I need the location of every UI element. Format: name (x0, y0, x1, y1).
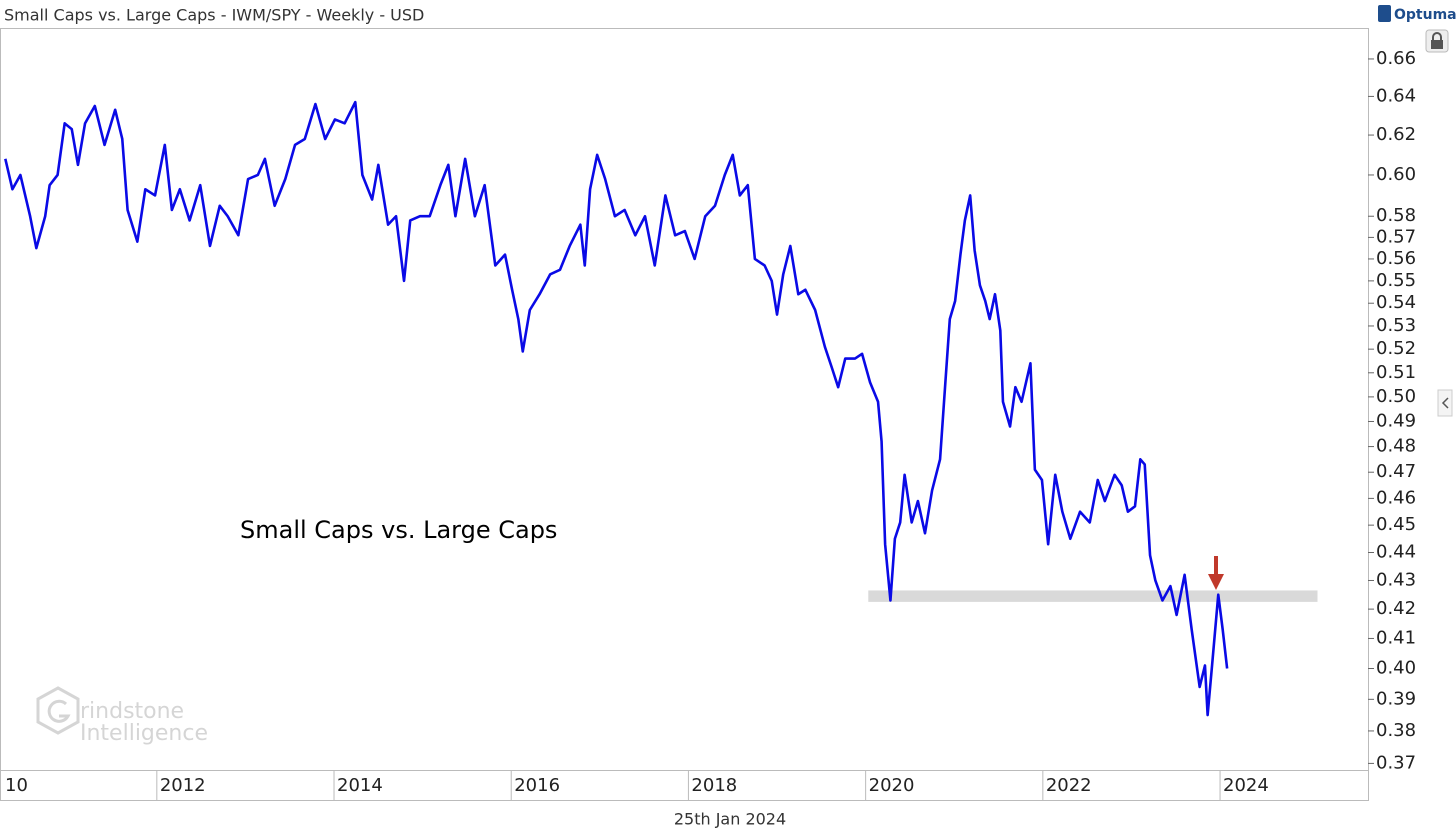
watermark-logo (36, 686, 80, 735)
x-axis-frame (0, 770, 1369, 801)
date-label: 25th Jan 2024 (674, 810, 786, 829)
panel-toggle-icon (1441, 397, 1449, 409)
annotation: Small Caps vs. Large Caps (240, 516, 557, 544)
y-tick-label: 0.40 (1376, 658, 1416, 679)
y-tick-label: 0.46 (1376, 487, 1416, 508)
y-tick-label: 0.43 (1376, 569, 1416, 590)
x-tick-label: 10 (5, 775, 28, 796)
watermark: rindstone Intelligence (36, 686, 208, 746)
y-tick-label: 0.62 (1376, 124, 1416, 145)
y-tick-label: 0.42 (1376, 598, 1416, 619)
y-tick-label: 0.58 (1376, 205, 1416, 226)
x-tick-label: 2012 (160, 775, 206, 796)
y-tick-label: 0.37 (1376, 752, 1416, 773)
watermark-text: Intelligence (80, 721, 208, 746)
y-tick-label: 0.57 (1376, 226, 1416, 247)
y-tick-label: 0.44 (1376, 541, 1416, 562)
y-tick-label: 0.64 (1376, 85, 1416, 106)
x-tick-label: 2018 (691, 775, 737, 796)
x-tick-label: 2020 (869, 775, 915, 796)
y-tick-label: 0.55 (1376, 270, 1416, 291)
watermark-logo (47, 699, 71, 723)
brand-icon (1378, 5, 1391, 22)
y-tick-label: 0.49 (1376, 410, 1416, 431)
brand: Optuma (1394, 7, 1456, 23)
y-tick-label: 0.41 (1376, 627, 1416, 648)
chart-title: Small Caps vs. Large Caps - IWM/SPY - We… (4, 6, 424, 25)
y-tick-label: 0.45 (1376, 514, 1416, 535)
y-tick-label: 0.50 (1376, 386, 1416, 407)
arrow-head (1208, 574, 1224, 590)
lock-icon (1432, 32, 1442, 40)
panel-toggle[interactable] (1437, 389, 1453, 417)
plot-area (4, 100, 1318, 717)
y-tick-label: 0.39 (1376, 688, 1416, 709)
y-tick-label: 0.51 (1376, 362, 1416, 383)
x-tick-label: 2016 (514, 775, 560, 796)
x-tick-label: 2014 (337, 775, 383, 796)
y-tick-label: 0.47 (1376, 461, 1416, 482)
x-tick-label: 2024 (1223, 775, 1269, 796)
y-tick-label: 0.56 (1376, 248, 1416, 269)
y-tick-label: 0.52 (1376, 338, 1416, 359)
y-tick-label: 0.38 (1376, 720, 1416, 741)
y-tick-label: 0.54 (1376, 292, 1416, 313)
y-tick-label: 0.60 (1376, 164, 1416, 185)
support-zone (868, 590, 1318, 602)
data-line (4, 100, 1229, 717)
y-tick-label: 0.66 (1376, 48, 1416, 69)
watermark-text: rindstone (80, 699, 184, 724)
y-tick-label: 0.48 (1376, 436, 1416, 457)
lock-icon (1431, 40, 1443, 49)
x-tick-label: 2022 (1046, 775, 1092, 796)
y-tick-label: 0.53 (1376, 315, 1416, 336)
